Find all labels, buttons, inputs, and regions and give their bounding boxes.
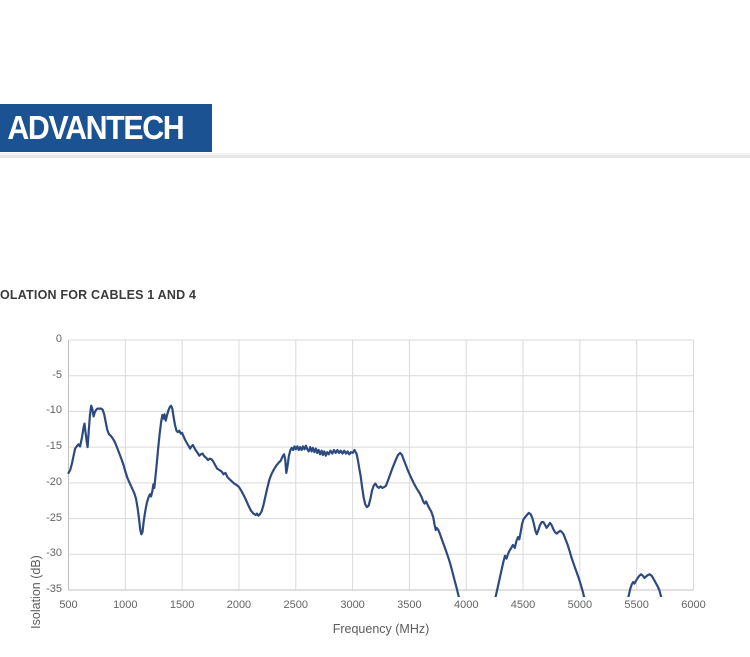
y-axis-title: Isolation (dB) bbox=[29, 555, 43, 629]
x-tick-label: 5000 bbox=[567, 599, 593, 611]
x-tick-label: 5500 bbox=[624, 599, 649, 611]
header-divider bbox=[0, 155, 750, 158]
x-tick-label: 2500 bbox=[283, 599, 308, 611]
y-tick-label: -10 bbox=[46, 404, 62, 417]
x-axis-title: Frequency (MHz) bbox=[332, 622, 430, 636]
y-tick-label: -25 bbox=[46, 511, 62, 524]
chart-canvas bbox=[67, 339, 694, 597]
y-tick-label: -15 bbox=[46, 440, 62, 453]
x-tick-label: 4000 bbox=[453, 599, 479, 611]
header-divider-highlight bbox=[0, 153, 750, 155]
y-tick-label: -35 bbox=[46, 583, 62, 595]
x-tick-label: 4500 bbox=[510, 599, 536, 611]
x-tick-label: 1500 bbox=[169, 599, 195, 611]
y-tick-label: -30 bbox=[46, 547, 62, 560]
x-tick-label: 3000 bbox=[340, 599, 365, 611]
advantech-logo-text: ADVANTECH bbox=[7, 109, 184, 146]
y-tick-label: -5 bbox=[52, 368, 62, 381]
y-tick-label: 0 bbox=[55, 333, 62, 345]
isolation-chart: 500 1000 1500 2000 2500 3000 3500 4000 4500 5000 5… bbox=[0, 330, 750, 650]
x-tick-label: 3500 bbox=[397, 599, 422, 611]
section-heading: OLATION FOR CABLES 1 AND 4 bbox=[0, 288, 197, 302]
advantech-logo: ADVANTECH bbox=[0, 104, 212, 152]
y-tick-label: -20 bbox=[46, 475, 62, 488]
x-tick-label: 500 bbox=[59, 599, 78, 611]
x-tick-label: 2000 bbox=[226, 599, 252, 611]
x-tick-label: 6000 bbox=[681, 599, 706, 611]
x-tick-label: 1000 bbox=[113, 599, 138, 611]
isolation-curve bbox=[67, 404, 663, 597]
